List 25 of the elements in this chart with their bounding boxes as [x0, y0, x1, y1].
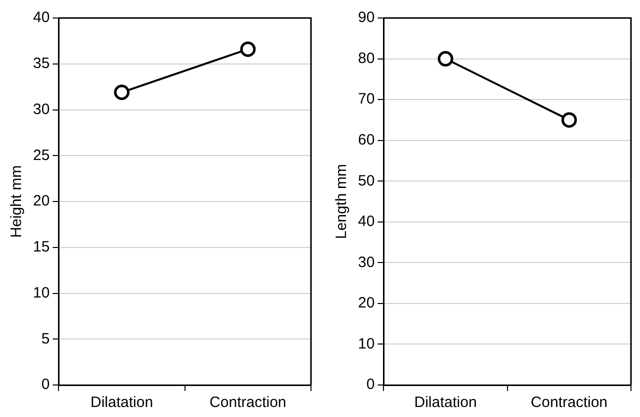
y-tick-label: 5 [41, 330, 50, 348]
y-tick-label: 0 [41, 376, 50, 394]
y-tick-label: 40 [358, 213, 375, 230]
y-axis-title: Height mm [8, 165, 26, 238]
y-tick-label: 30 [32, 100, 50, 118]
y-tick-label: 10 [358, 335, 375, 352]
y-tick-label: 50 [358, 172, 375, 190]
y-tick-label: 70 [358, 90, 375, 108]
y-tick-label: 60 [358, 131, 375, 148]
y-tick-label: 40 [32, 9, 50, 26]
y-tick-label: 90 [358, 9, 375, 26]
y-tick-label: 15 [32, 238, 50, 256]
y-tick-label: 25 [32, 146, 50, 164]
x-tick-label: Contraction [210, 394, 286, 412]
y-tick-label: 10 [32, 284, 50, 302]
y-tick-label: 20 [358, 294, 375, 312]
y-tick-label: 20 [32, 192, 50, 210]
x-tick-label: Contraction [530, 394, 608, 412]
y-tick-label: 0 [366, 376, 375, 394]
y-axis-title: Length mm [333, 164, 350, 240]
x-tick-label: Dilatation [90, 394, 154, 412]
y-tick-label: 35 [32, 55, 50, 72]
y-tick-label: 30 [358, 254, 375, 271]
y-tick-label: 80 [358, 50, 375, 67]
x-tick-label: Dilatation [414, 394, 477, 412]
